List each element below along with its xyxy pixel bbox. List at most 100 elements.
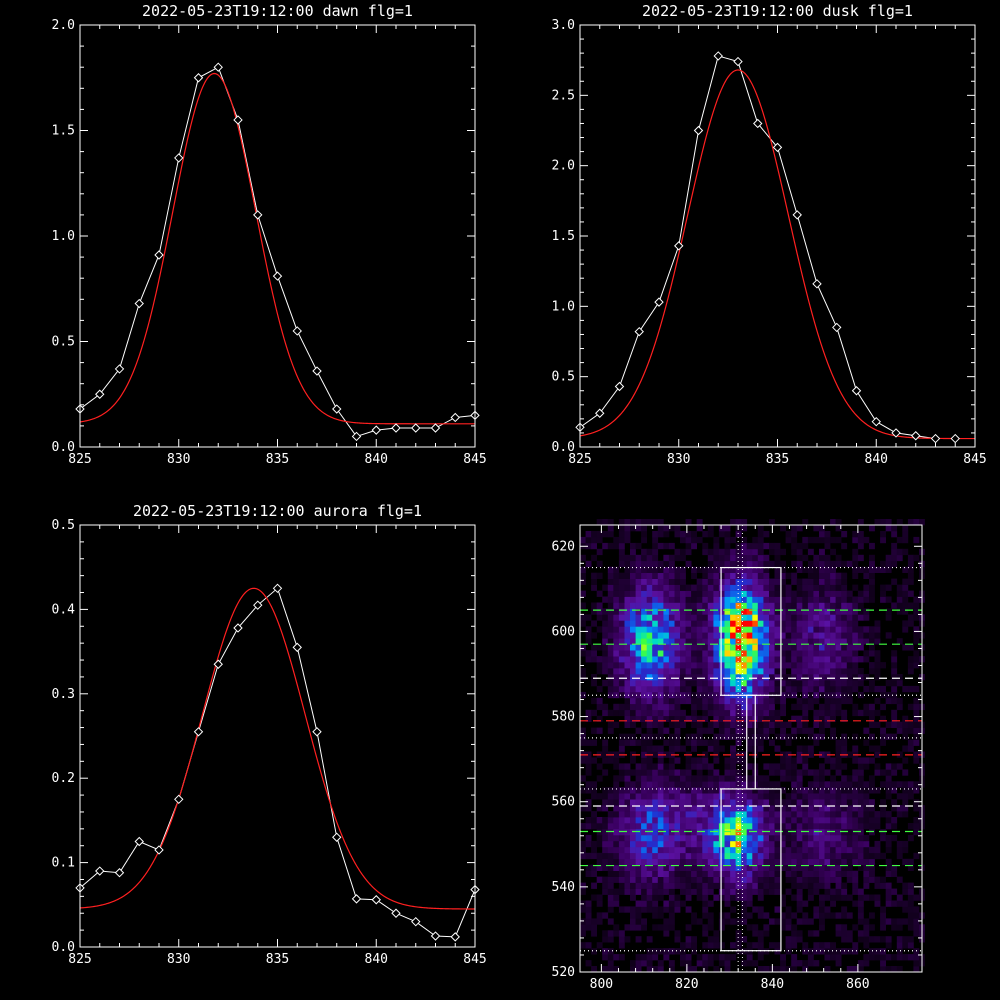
heatmap-cell [635, 936, 642, 943]
heatmap-cell [796, 548, 803, 556]
heatmap-cell [813, 674, 820, 681]
heatmap-cell [913, 703, 920, 711]
heatmap-cell [796, 721, 803, 728]
heatmap-cell [580, 674, 586, 681]
heatmap-cell [641, 739, 647, 746]
heatmap-cell [691, 864, 697, 871]
heatmap-cell [607, 930, 614, 937]
heatmap-cell [791, 805, 798, 812]
heatmap-cell [830, 608, 836, 615]
heatmap-cell [896, 519, 903, 526]
heatmap-cell [857, 793, 864, 800]
heatmap-cell [907, 942, 914, 949]
data-point [154, 250, 164, 260]
heatmap-cell [646, 799, 653, 806]
heatmap-cell [746, 674, 753, 681]
heatmap-cell [741, 793, 748, 800]
heatmap-cell [835, 817, 842, 824]
heatmap-cell [819, 620, 825, 627]
heatmap-cell [835, 525, 842, 532]
heatmap-cell [596, 876, 603, 883]
heatmap-cell [668, 715, 675, 722]
heatmap-cell [674, 858, 681, 866]
heatmap-cell [774, 840, 781, 848]
heatmap-cell [702, 727, 709, 734]
heatmap-cell [724, 584, 731, 591]
heatmap-cell [618, 674, 625, 681]
heatmap-cell [902, 805, 909, 812]
heatmap-cell [774, 906, 781, 913]
heatmap-cell [824, 554, 831, 562]
heatmap-cell [618, 626, 625, 633]
heatmap-cell [596, 942, 603, 949]
heatmap-cell [702, 680, 709, 687]
heatmap-cell [674, 906, 681, 913]
heatmap-cell [802, 632, 809, 639]
heatmap-cell [657, 685, 664, 693]
heatmap-cell [857, 566, 864, 573]
heatmap-cell [718, 924, 725, 931]
heatmap-cell [846, 614, 853, 621]
heatmap-cell [618, 930, 625, 937]
heatmap-cell [763, 554, 770, 562]
heatmap-cell [791, 626, 798, 633]
heatmap-cell [813, 864, 820, 871]
heatmap-cell [846, 876, 853, 883]
heatmap-cell [607, 578, 614, 585]
heatmap-cell [691, 757, 697, 764]
heatmap-cell [769, 596, 775, 603]
heatmap-cell [735, 769, 742, 776]
heatmap-cell [780, 703, 786, 711]
heatmap-cell [657, 894, 664, 901]
heatmap-cell [830, 834, 836, 842]
heatmap-cell [668, 560, 675, 568]
heatmap-cell [846, 620, 853, 627]
heatmap-cell [857, 936, 864, 943]
data-point [595, 408, 605, 418]
heatmap-cell [646, 823, 653, 830]
heatmap-cell [763, 834, 770, 842]
heatmap-cell [652, 840, 659, 848]
heatmap-cell [752, 638, 759, 645]
heatmap-cell [824, 858, 831, 866]
heatmap-cell [852, 781, 859, 788]
heatmap-cell [757, 614, 764, 621]
y-tick-label: 560 [552, 795, 575, 810]
heatmap-cell [724, 912, 731, 919]
heatmap-cell [691, 650, 697, 657]
heatmap-cell [763, 697, 770, 705]
heatmap-cell [863, 787, 870, 794]
heatmap-cell [824, 805, 831, 812]
heatmap-cell [718, 960, 725, 967]
heatmap-cell [880, 733, 886, 740]
heatmap-cell [757, 668, 764, 675]
data-point [450, 412, 460, 423]
heatmap-cell [885, 846, 892, 854]
heatmap-cell [852, 644, 859, 651]
heatmap-cell [635, 834, 642, 842]
heatmap-cell [813, 721, 820, 728]
heatmap-cell [780, 578, 786, 585]
heatmap-cell [646, 793, 653, 800]
heatmap-cell [613, 775, 620, 782]
heatmap-cell [852, 811, 859, 818]
heatmap-cell [641, 817, 647, 824]
heatmap-cell [691, 709, 697, 717]
heatmap-cell [824, 644, 831, 651]
heatmap-cell [646, 948, 653, 955]
heatmap-cell [863, 876, 870, 883]
heatmap-cell [824, 626, 831, 633]
heatmap-cell [830, 668, 836, 675]
heatmap-cell [874, 894, 881, 901]
heatmap-cell [824, 674, 831, 681]
heatmap-cell [730, 697, 736, 705]
heatmap-cell [846, 870, 853, 877]
heatmap-cell [780, 596, 786, 603]
heatmap-cell [913, 656, 920, 663]
heatmap-cell [630, 829, 636, 836]
heatmap-cell [874, 811, 881, 818]
heatmap-cell [580, 733, 586, 740]
heatmap-cell [691, 829, 697, 836]
heatmap-cell [657, 948, 664, 955]
heatmap-cell [763, 685, 770, 693]
